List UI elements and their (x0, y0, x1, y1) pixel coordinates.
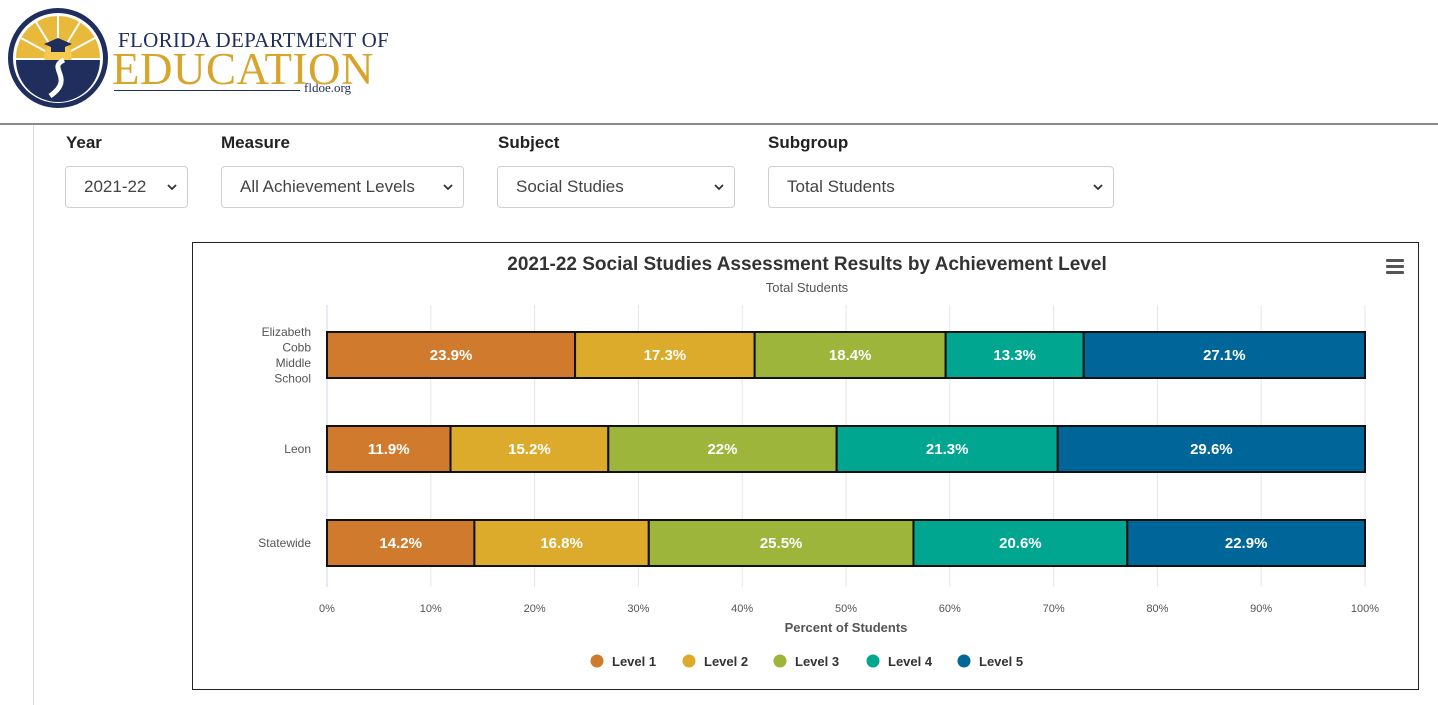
bar-data-label: 11.9% (368, 441, 410, 458)
logo-url: fldoe.org (304, 80, 352, 95)
x-tick-label: 10% (420, 603, 442, 615)
category-label-line: Cobb (282, 340, 311, 354)
subgroup-select-value: Total Students (787, 177, 895, 196)
x-tick-label: 90% (1250, 603, 1272, 615)
chart-container: 2021-22 Social Studies Assessment Result… (192, 242, 1419, 690)
x-tick-label: 50% (835, 603, 857, 615)
bar-segment[interactable] (449, 425, 610, 473)
chevron-down-icon (167, 184, 177, 191)
x-axis-title: Percent of Students (785, 620, 908, 635)
bar-data-label: 17.3% (644, 347, 687, 364)
stacked-bar-chart: 2021-22 Social Studies Assessment Result… (258, 254, 1404, 669)
bar-data-label: 22% (707, 441, 737, 458)
category-label: Leon (284, 442, 311, 456)
legend-label: Level 2 (704, 654, 748, 669)
chevron-down-icon (714, 184, 724, 191)
bar-data-label: 16.8% (540, 535, 583, 552)
chevron-down-icon (1093, 184, 1103, 191)
header-divider (0, 123, 1438, 125)
legend-item[interactable]: Level 1 (590, 654, 657, 669)
bar-segment[interactable] (753, 331, 947, 379)
fldoe-seal-icon (8, 8, 108, 108)
bar-segment[interactable] (1082, 331, 1367, 379)
x-tick-label: 80% (1146, 603, 1168, 615)
hamburger-menu-icon[interactable] (1386, 259, 1404, 274)
bar-segment[interactable] (1126, 519, 1366, 567)
subject-label: Subject (498, 133, 560, 152)
logo-divider (114, 90, 300, 91)
legend-swatch-icon (773, 654, 787, 668)
category-label-line: Middle (276, 356, 312, 370)
subject-select[interactable]: Social Studies (497, 166, 735, 208)
bar-segment[interactable] (944, 331, 1085, 379)
bar-segment[interactable] (835, 425, 1059, 473)
x-tick-label: 30% (627, 603, 649, 615)
category-label-line: Statewide (258, 536, 311, 550)
bar-segment[interactable] (607, 425, 838, 473)
x-tick-label: 20% (524, 603, 546, 615)
bar-segment[interactable] (1056, 425, 1366, 473)
chart-subtitle: Total Students (766, 280, 849, 295)
legend-label: Level 5 (979, 654, 1023, 669)
bar-data-label: 20.6% (999, 535, 1042, 552)
bar-segment[interactable] (473, 519, 650, 567)
year-select-value: 2021-22 (84, 177, 147, 196)
bar-data-label: 27.1% (1203, 347, 1246, 364)
x-tick-label: 70% (1043, 603, 1065, 615)
legend-item[interactable]: Level 2 (682, 654, 749, 669)
subject-select-value: Social Studies (516, 177, 624, 196)
bar-data-label: 14.2% (379, 535, 422, 552)
chevron-down-icon (443, 184, 453, 191)
logo-text-line1: FLORIDA DEPARTMENT OF (118, 28, 390, 52)
bar-segment[interactable] (326, 519, 476, 567)
bar-data-label: 18.4% (829, 347, 872, 364)
legend-item[interactable]: Level 4 (866, 654, 933, 669)
legend-item[interactable]: Level 5 (957, 654, 1024, 669)
bar-segment[interactable] (912, 519, 1129, 567)
chart-title: 2021-22 Social Studies Assessment Result… (507, 254, 1106, 275)
category-label-line: School (274, 371, 311, 385)
content-left-border (33, 125, 34, 705)
bar-data-label: 23.9% (430, 347, 473, 364)
legend-swatch-icon (866, 654, 880, 668)
category-label: Statewide (258, 536, 311, 550)
bar-data-label: 25.5% (760, 535, 803, 552)
year-select[interactable]: 2021-22 (65, 166, 188, 208)
legend-swatch-icon (682, 654, 696, 668)
legend-swatch-icon (590, 654, 604, 668)
x-tick-label: 100% (1351, 603, 1379, 615)
site-header: FLORIDA DEPARTMENT OF EDUCATION fldoe.or… (0, 0, 1438, 124)
category-label-line: Elizabeth (262, 325, 311, 339)
legend-label: Level 3 (795, 654, 839, 669)
subgroup-label: Subgroup (768, 133, 849, 152)
bar-data-label: 13.3% (993, 347, 1036, 364)
legend-label: Level 1 (612, 654, 656, 669)
measure-select[interactable]: All Achievement Levels (221, 166, 464, 208)
year-label: Year (66, 133, 102, 152)
measure-label: Measure (221, 133, 290, 152)
bar-segment[interactable] (647, 519, 915, 567)
subgroup-select[interactable]: Total Students (768, 166, 1114, 208)
legend-item[interactable]: Level 3 (773, 654, 840, 669)
legend-swatch-icon (957, 654, 971, 668)
measure-select-value: All Achievement Levels (240, 177, 415, 196)
bar-data-label: 22.9% (1225, 535, 1268, 552)
x-tick-label: 60% (939, 603, 961, 615)
category-label-line: Leon (284, 442, 311, 456)
bar-data-label: 29.6% (1190, 441, 1233, 458)
logo-text-line2: EDUCATION (112, 44, 374, 94)
x-tick-label: 40% (731, 603, 753, 615)
legend-label: Level 4 (888, 654, 933, 669)
bar-data-label: 15.2% (508, 441, 551, 458)
bar-data-label: 21.3% (926, 441, 969, 458)
fldoe-logo[interactable]: FLORIDA DEPARTMENT OF EDUCATION fldoe.or… (6, 6, 389, 110)
x-tick-label: 0% (319, 603, 335, 615)
